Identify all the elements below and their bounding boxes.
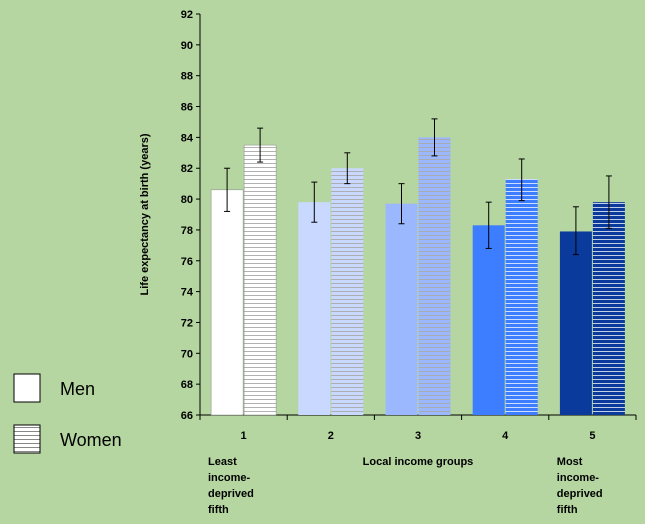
- bar-men-4: [472, 225, 505, 415]
- bar-women-4: [505, 179, 538, 415]
- y-tick-label: 78: [181, 225, 193, 237]
- legend-swatch-men: [13, 373, 41, 403]
- y-tick-label: 92: [181, 9, 193, 21]
- y-tick-label: 72: [181, 317, 193, 329]
- legend: Men Women: [13, 373, 122, 454]
- bar-men-2: [298, 202, 331, 415]
- bar-women-3: [418, 137, 451, 415]
- bar-women-2: [331, 168, 364, 415]
- bar-women-1: [243, 144, 277, 416]
- category-note-5: Most: [557, 456, 583, 468]
- bar-men-1: [210, 189, 244, 416]
- plot-area: 66 68 70 72 74 76 78 80 82 84 86 88 90 92 Life expecta…: [139, 9, 637, 516]
- bar-women-5: [592, 202, 625, 415]
- y-tick-label: 66: [181, 410, 193, 422]
- y-tick-label: 80: [181, 194, 193, 206]
- y-tick-label: 90: [181, 40, 193, 52]
- y-tick-label: 86: [181, 102, 193, 114]
- y-tick-label: 74: [181, 287, 194, 299]
- category-note-1: income-: [208, 472, 251, 484]
- y-tick-label: 82: [181, 163, 193, 175]
- category-note-5: deprived: [557, 488, 603, 500]
- x-tick-label: 2: [328, 430, 334, 442]
- category-note-1: deprived: [208, 488, 254, 500]
- x-tick-label: 4: [502, 430, 509, 442]
- x-tick-label: 5: [589, 430, 595, 442]
- x-tick-label: 3: [415, 430, 421, 442]
- y-tick-label: 84: [181, 132, 194, 144]
- x-axis-title: Local income groups: [363, 456, 474, 468]
- category-note-5: income-: [557, 472, 600, 484]
- category-note-5: fifth: [557, 504, 578, 516]
- y-tick-label: 76: [181, 256, 193, 268]
- category-note-1: fifth: [208, 504, 229, 516]
- x-tick-label: 1: [241, 430, 247, 442]
- bar-men-5: [559, 231, 592, 415]
- y-tick-label: 68: [181, 379, 193, 391]
- legend-label-men: Men: [60, 379, 95, 399]
- category-note-1: Least: [208, 456, 237, 468]
- bar-men-3: [385, 203, 418, 415]
- y-tick-label: 70: [181, 348, 193, 360]
- legend-label-women: Women: [60, 430, 122, 450]
- y-axis-title: Life expectancy at birth (years): [139, 133, 151, 295]
- y-tick-label: 88: [181, 71, 193, 83]
- legend-swatch-women: [13, 424, 41, 454]
